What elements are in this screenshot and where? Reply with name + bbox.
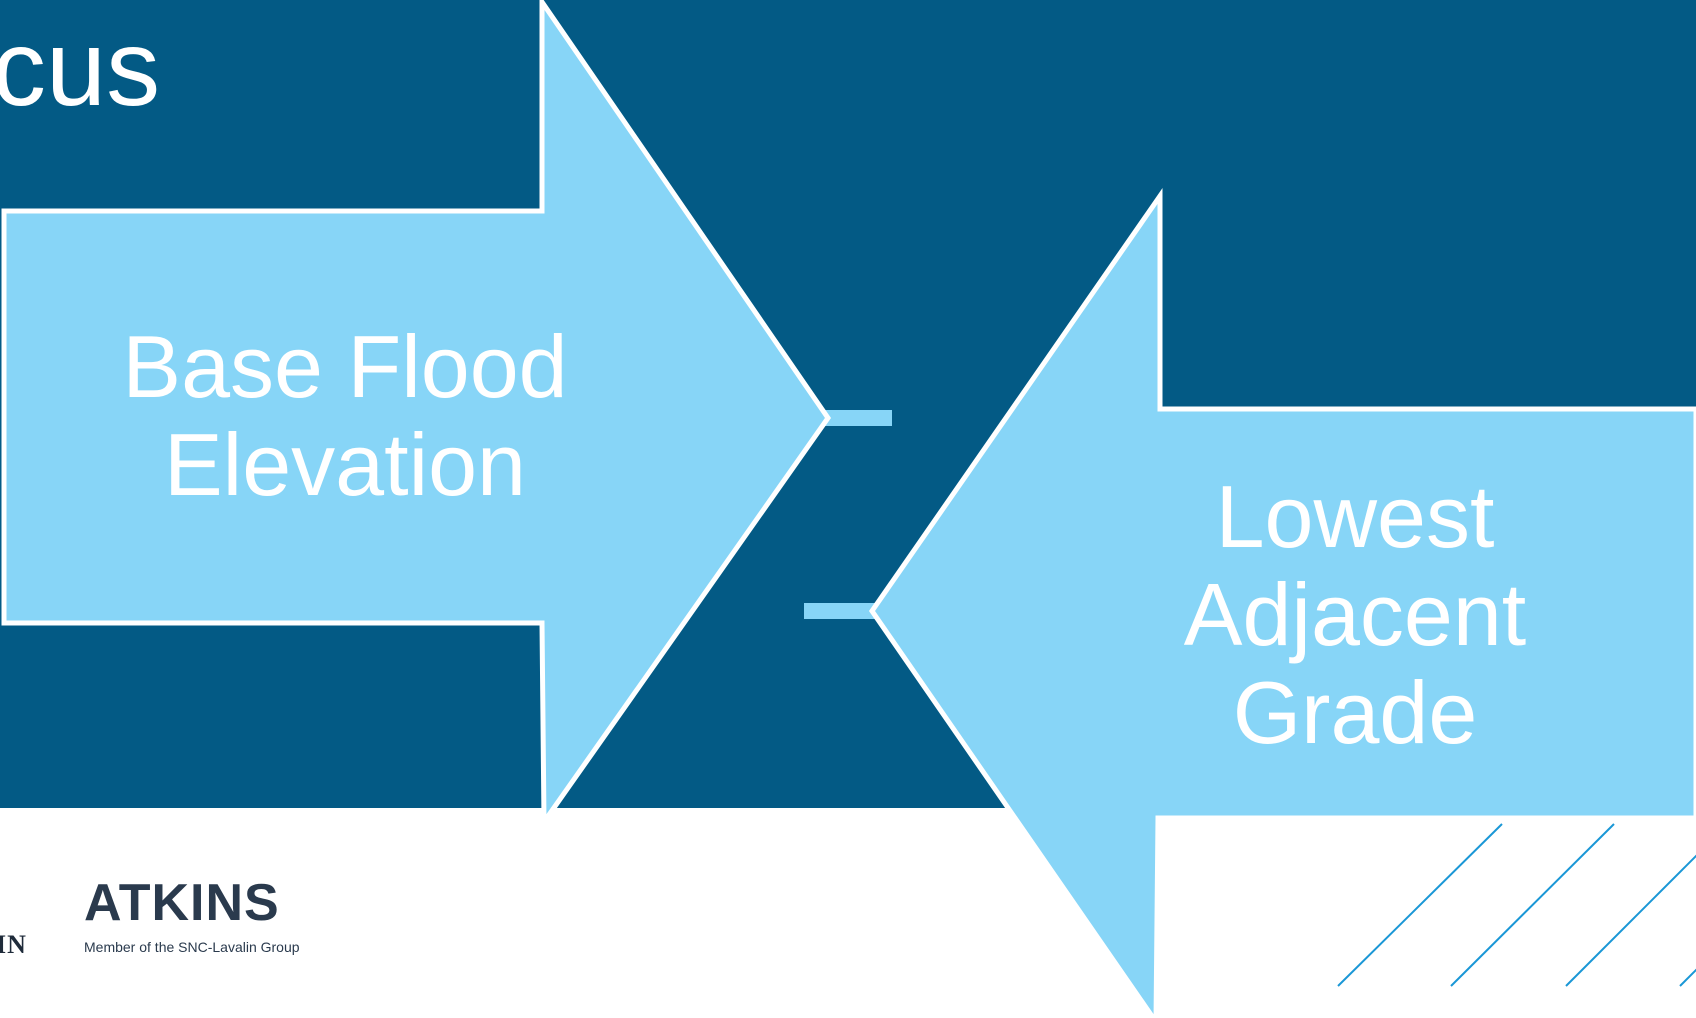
arrow-right-label-line: Grade [1232, 663, 1478, 762]
arrow-right-label-line: Adjacent [1183, 565, 1527, 664]
arrow-left-label-line: Elevation [163, 415, 526, 514]
hatch-line [1337, 823, 1503, 987]
arrow-base-flood-elevation [1, 0, 832, 830]
connector-left [820, 410, 892, 426]
hatch-line [1679, 968, 1696, 987]
arrow-left-label: Base Flood Elevation [60, 318, 630, 514]
arrow-lowest-adjacent-grade [868, 188, 1696, 1018]
connector-right [804, 603, 876, 619]
atkins-wordmark: ATKINS [84, 874, 280, 932]
arrow-left-label-line: Base Flood [122, 317, 568, 416]
hatch-line [1565, 854, 1696, 987]
arrow-right-label-line: Lowest [1215, 467, 1495, 566]
arrow-right-label: Lowest Adjacent Grade [1120, 468, 1590, 762]
hatch-line [1450, 823, 1615, 987]
partner-logo-fragment: IN [0, 930, 27, 959]
atkins-logo: ATKINS Member of the SNC-Lavalin Group [84, 874, 300, 955]
hatch-decoration [1337, 823, 1696, 987]
slide-title-fragment: cus [0, 7, 161, 128]
atkins-tagline: Member of the SNC-Lavalin Group [84, 939, 300, 955]
